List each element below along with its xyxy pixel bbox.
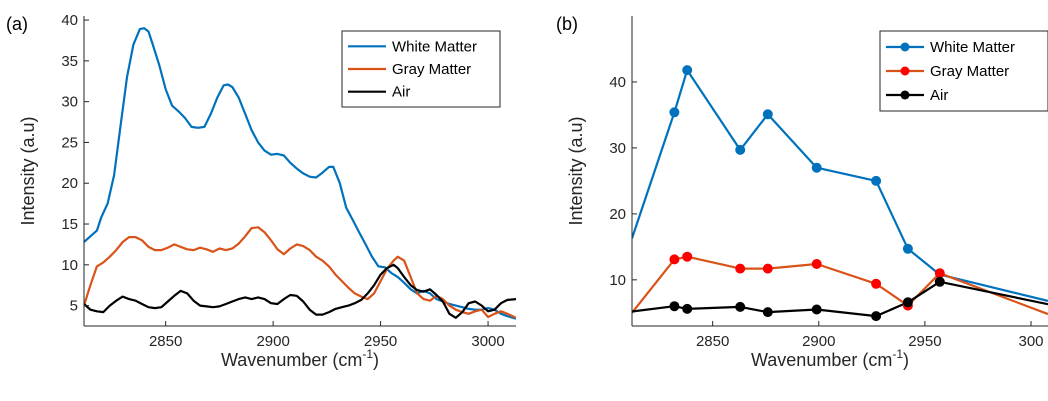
- data-point-gray-matter: [811, 259, 822, 269]
- panel-label: (a): [6, 14, 28, 34]
- x-tick-label: 2850: [149, 333, 182, 350]
- plot-area: [84, 27, 516, 320]
- data-point-gray-matter: [934, 268, 945, 279]
- y-tick-label: 15: [61, 216, 78, 233]
- data-point-air: [811, 304, 822, 315]
- y-tick-label: 20: [609, 206, 626, 223]
- data-point-air: [735, 301, 746, 312]
- x-tick-label: 3000: [471, 333, 504, 350]
- x-tick-label: 2950: [908, 333, 941, 350]
- x-tick-label: 2850: [696, 333, 729, 350]
- legend-marker: [900, 66, 910, 76]
- data-point-white-matter: [669, 107, 680, 118]
- data-point-white-matter: [871, 175, 882, 186]
- legend-label: White Matter: [392, 38, 477, 55]
- data-point-gray-matter: [735, 263, 746, 274]
- y-tick-label: 35: [61, 53, 78, 70]
- legend-marker: [900, 42, 910, 52]
- data-point-white-matter: [902, 243, 913, 254]
- legend-box: [341, 30, 501, 108]
- x-tick-label: 2950: [364, 333, 397, 350]
- y-axis-label: Intensity (a.u): [18, 116, 38, 225]
- series-line-gray-matter: [632, 255, 1048, 316]
- legend-marker: [900, 90, 910, 100]
- data-point-air: [902, 297, 913, 308]
- data-point-air: [934, 276, 945, 287]
- data-point-air: [762, 307, 773, 318]
- legend-label: Gray Matter: [930, 63, 1009, 80]
- data-point-white-matter: [811, 162, 822, 173]
- plot-area: [632, 65, 1048, 322]
- series-line-gray-matter: [84, 226, 516, 319]
- y-tick-label: 40: [609, 74, 626, 91]
- y-axis-label: Intensity (a.u): [566, 116, 586, 225]
- x-axis-label: Wavenumber (cm-1): [751, 347, 909, 370]
- y-tick-label: 40: [61, 12, 78, 29]
- data-point-gray-matter: [669, 254, 680, 265]
- legend: White Matter Gray Matter Air: [341, 30, 501, 108]
- data-point-air: [669, 301, 680, 312]
- chart-panel-b: (b) 2850 2900 2950 300 10 20 30 40 Wavenumber (cm…: [556, 14, 1048, 370]
- y-tick-label: 25: [61, 134, 78, 151]
- legend: White Matter Gray Matter Air: [879, 30, 1048, 112]
- series-line-white-matter: [632, 69, 1048, 302]
- series-line-air: [84, 263, 516, 319]
- x-tick-label: 300: [1019, 333, 1044, 350]
- y-tick-label: 5: [70, 298, 78, 315]
- data-point-white-matter: [735, 144, 746, 155]
- data-point-white-matter: [682, 65, 693, 76]
- y-tick-label: 10: [61, 257, 78, 274]
- legend-label: Gray Matter: [392, 61, 471, 78]
- legend-label: Air: [392, 84, 410, 101]
- y-tick-label: 10: [609, 272, 626, 289]
- legend-label: Air: [930, 87, 948, 104]
- data-point-gray-matter: [682, 251, 693, 262]
- chart-panel-a: (a) 2850 2900 2950 3000 5 10 15 20 25 30 35 40 Wavenu…: [6, 12, 516, 370]
- y-tick-label: 20: [61, 175, 78, 192]
- x-tick-label: 2900: [802, 333, 835, 350]
- data-point-gray-matter: [871, 278, 882, 289]
- x-axis-label: Wavenumber (cm-1): [221, 347, 379, 370]
- data-point-air: [682, 303, 693, 314]
- data-point-air: [871, 311, 882, 322]
- y-tick-label: 30: [609, 140, 626, 157]
- data-point-gray-matter: [762, 263, 773, 274]
- x-tick-label: 2900: [256, 333, 289, 350]
- series-line-white-matter: [84, 27, 516, 320]
- panel-label: (b): [556, 14, 578, 34]
- data-point-white-matter: [762, 109, 773, 120]
- legend-label: White Matter: [930, 39, 1015, 56]
- y-tick-label: 30: [61, 94, 78, 111]
- series-line-air: [632, 280, 1048, 318]
